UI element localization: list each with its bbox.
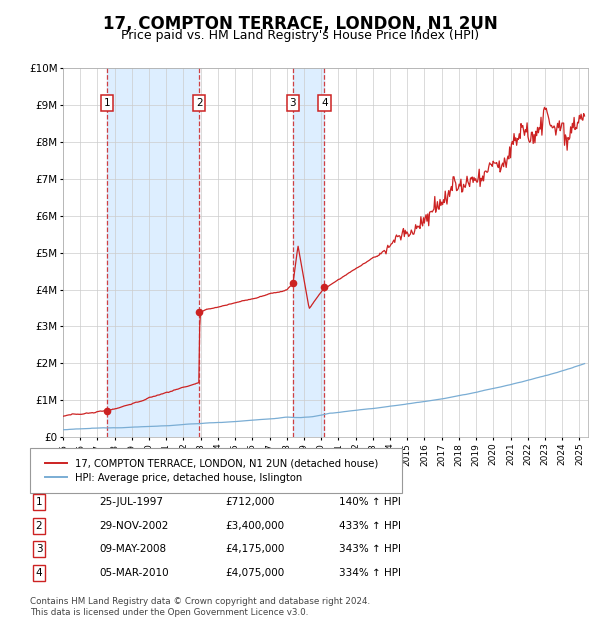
Text: Contains HM Land Registry data © Crown copyright and database right 2024.
This d: Contains HM Land Registry data © Crown c… [30, 598, 370, 617]
Text: 433% ↑ HPI: 433% ↑ HPI [339, 521, 401, 531]
Text: 1: 1 [104, 98, 110, 108]
Bar [293, 68, 324, 437]
Text: 343% ↑ HPI: 343% ↑ HPI [339, 544, 401, 554]
Text: 05-MAR-2010: 05-MAR-2010 [99, 568, 169, 578]
Text: 2: 2 [196, 98, 202, 108]
Legend: 17, COMPTON TERRACE, LONDON, N1 2UN (detached house), HPI: Average price, detach: 17, COMPTON TERRACE, LONDON, N1 2UN (det… [39, 453, 384, 489]
Text: 29-NOV-2002: 29-NOV-2002 [99, 521, 169, 531]
Text: 4: 4 [321, 98, 328, 108]
Text: 1: 1 [35, 497, 43, 507]
Text: Price paid vs. HM Land Registry's House Price Index (HPI): Price paid vs. HM Land Registry's House … [121, 29, 479, 42]
Text: £3,400,000: £3,400,000 [225, 521, 284, 531]
Text: 140% ↑ HPI: 140% ↑ HPI [339, 497, 401, 507]
Text: 09-MAY-2008: 09-MAY-2008 [99, 544, 166, 554]
Text: 3: 3 [35, 544, 43, 554]
Text: 334% ↑ HPI: 334% ↑ HPI [339, 568, 401, 578]
Text: 3: 3 [290, 98, 296, 108]
Text: 17, COMPTON TERRACE, LONDON, N1 2UN: 17, COMPTON TERRACE, LONDON, N1 2UN [103, 16, 497, 33]
Text: £4,075,000: £4,075,000 [225, 568, 284, 578]
Text: 25-JUL-1997: 25-JUL-1997 [99, 497, 163, 507]
Bar [107, 68, 199, 437]
Text: 2: 2 [35, 521, 43, 531]
Text: 4: 4 [35, 568, 43, 578]
Text: £712,000: £712,000 [225, 497, 274, 507]
Text: £4,175,000: £4,175,000 [225, 544, 284, 554]
